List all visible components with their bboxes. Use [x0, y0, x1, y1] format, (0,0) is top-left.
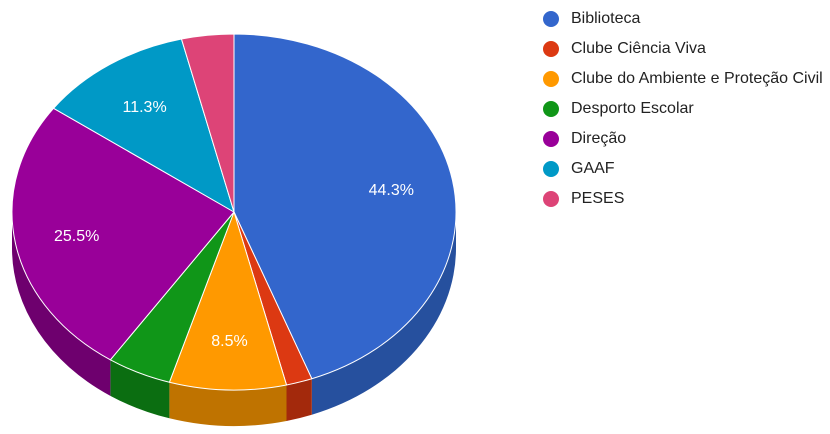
- pie-slice-2[interactable]: [168, 211, 287, 391]
- legend-item-0[interactable]: Biblioteca: [543, 8, 828, 30]
- pie-side-2: [169, 382, 287, 426]
- legend-swatch-3: [543, 101, 559, 117]
- legend-swatch-5: [543, 161, 559, 177]
- legend-item-1[interactable]: Clube Ciência Viva: [543, 38, 828, 60]
- legend-item-2[interactable]: Clube do Ambiente e Proteção Civil: [543, 68, 828, 90]
- legend-label-0: Biblioteca: [571, 10, 641, 27]
- legend-label-2: Clube do Ambiente e Proteção Civil: [571, 70, 823, 87]
- legend-swatch-6: [543, 191, 559, 207]
- legend-item-3[interactable]: Desporto Escolar: [543, 98, 828, 120]
- pie-data-label-5: 11.3%: [123, 99, 167, 116]
- legend-swatch-0: [543, 11, 559, 27]
- legend-label-3: Desporto Escolar: [571, 100, 694, 117]
- pie-slice-4[interactable]: [11, 107, 235, 361]
- legend-item-5[interactable]: GAAF: [543, 158, 828, 180]
- legend-item-4[interactable]: Direção: [543, 128, 828, 150]
- pie-data-label-2: 8.5%: [211, 333, 247, 350]
- legend-label-4: Direção: [571, 130, 627, 147]
- legend-label-6: PESES: [571, 190, 625, 207]
- pie-sides: [12, 212, 456, 426]
- legend-label-5: GAAF: [571, 160, 615, 177]
- pie-side-1: [286, 378, 312, 421]
- pie-data-label-4: 25.5%: [54, 228, 99, 245]
- legend-item-6[interactable]: PESES: [543, 188, 828, 210]
- pie-side-4: [12, 212, 111, 396]
- pie-slice-6[interactable]: [181, 33, 235, 213]
- legend-swatch-4: [543, 131, 559, 147]
- pie-data-labels: 44.3% 8.5% 25.5% 11.3%: [54, 99, 414, 350]
- legend: Biblioteca Clube Ciência Viva Clube do Amb…: [543, 8, 828, 218]
- pie-slice-5[interactable]: [53, 38, 235, 213]
- pie-side-0: [311, 212, 456, 415]
- pie-slice-0[interactable]: [233, 33, 457, 380]
- legend-swatch-2: [543, 71, 559, 87]
- legend-swatch-1: [543, 41, 559, 57]
- legend-label-1: Clube Ciência Viva: [571, 40, 706, 57]
- pie-side-3: [110, 359, 170, 419]
- pie-data-label-0: 44.3%: [369, 182, 414, 199]
- pie-slices: [11, 33, 457, 391]
